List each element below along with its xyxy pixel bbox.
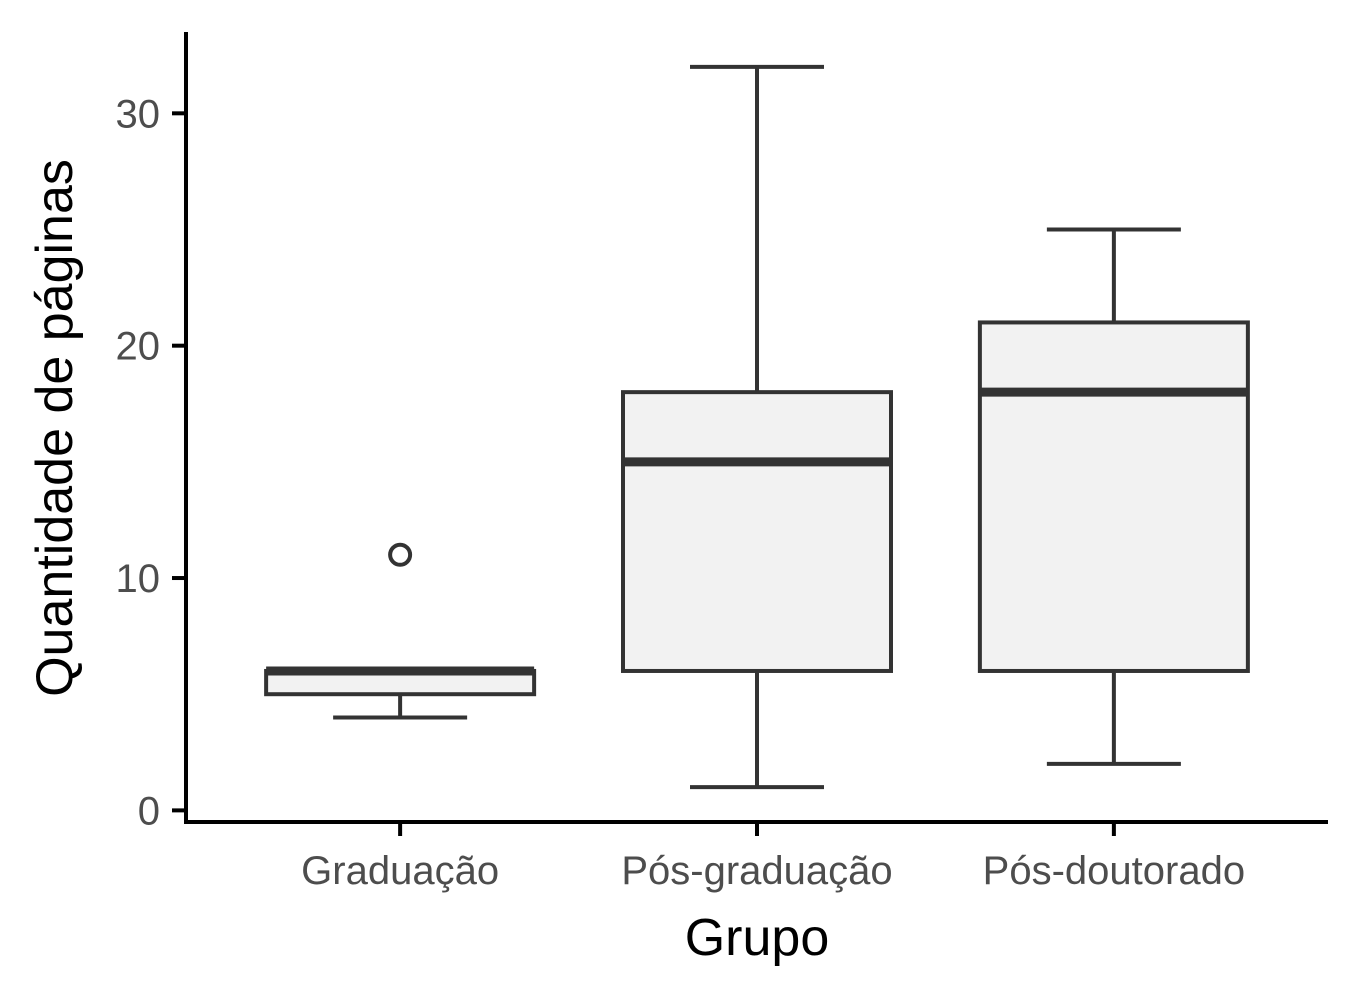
x-tick-label: Graduação <box>301 849 499 893</box>
box-group <box>977 227 1250 766</box>
box-group <box>621 64 893 790</box>
y-axis-title: Quantidade de páginas <box>26 159 84 697</box>
outlier-point <box>388 542 413 567</box>
plot-area <box>264 64 1250 790</box>
box-body <box>621 390 893 673</box>
x-axis-title: Grupo <box>685 909 830 967</box>
x-tick-label: Pós-doutorado <box>983 849 1245 893</box>
box-group <box>264 542 537 720</box>
box-body <box>977 320 1250 673</box>
ticks: 0 10 20 30 Graduação Pós-graduação Pós-doutora… <box>116 92 1246 893</box>
y-tick-label: 10 <box>116 557 161 601</box>
y-tick-label: 20 <box>116 325 161 369</box>
y-tick-label: 0 <box>138 789 160 833</box>
x-tick-label: Pós-graduação <box>621 849 892 893</box>
y-tick-label: 30 <box>116 92 161 136</box>
